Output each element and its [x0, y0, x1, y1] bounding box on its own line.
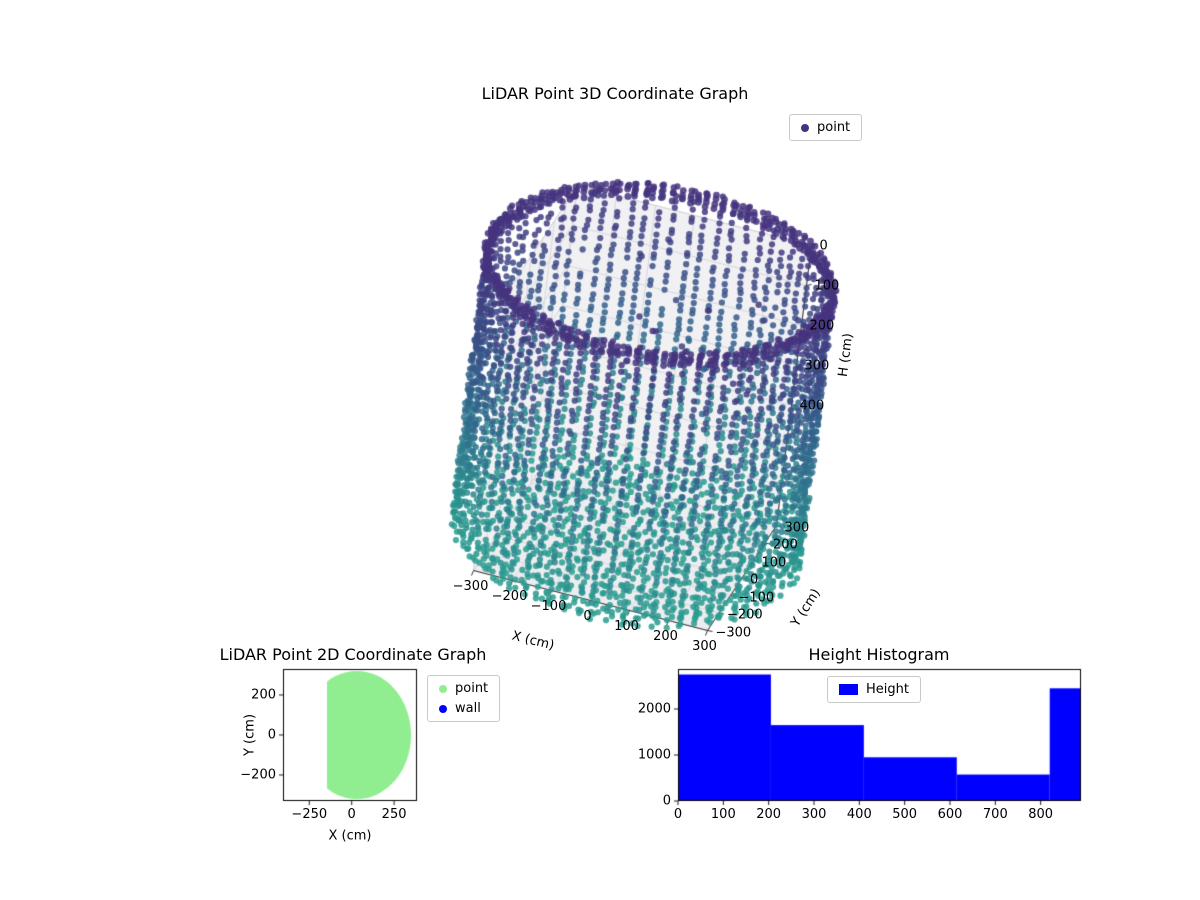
histogram-legend-height-label: Height	[866, 682, 909, 697]
plot3d-ytick-label: 100	[761, 555, 787, 570]
plot3d-xtick-label: −200	[491, 588, 528, 604]
plot2d-ytick-label: −200	[240, 767, 276, 783]
plot3d-legend-point-marker-icon	[801, 123, 809, 132]
histogram-xtick-label: 400	[846, 807, 872, 822]
plot2d-legend: point wall	[427, 675, 501, 722]
plot3d-legend: point	[789, 114, 863, 141]
histogram-ytick-label: 2000	[637, 701, 671, 717]
plot2d-ytick-label: 200	[251, 687, 276, 703]
plot3d-xtick-label: −300	[452, 578, 489, 594]
plot3d-ztick-label: 400	[799, 398, 825, 413]
plot3d-xtick-label: −100	[530, 598, 567, 614]
plot2d-legend-wall-label: wall	[455, 701, 481, 716]
plot3d-ytick-label: −300	[715, 625, 752, 640]
histogram-legend-height-marker-icon	[839, 684, 858, 695]
plot2d-xlabel: X (cm)	[328, 828, 372, 844]
histogram-xtick-label: 800	[1028, 807, 1054, 822]
plot3d-legend-point-label: point	[817, 120, 851, 135]
plot3d-ztick-label: 100	[814, 278, 840, 293]
plot2d-xtick-label: −250	[291, 807, 328, 822]
plot2d-ytick-label: 0	[267, 727, 276, 743]
plot3d-canvas	[380, 100, 920, 680]
histogram-xtick-label: 300	[801, 807, 827, 822]
plot3d-ytick-label: −100	[738, 590, 775, 605]
histogram-xtick-label: 100	[710, 807, 736, 822]
plot3d-xtick-label: 100	[614, 618, 639, 634]
plot2d-legend-wall-marker-icon	[439, 704, 447, 713]
plot3d-xtick-label: 200	[653, 628, 678, 644]
histogram-xtick-label: 700	[982, 807, 1008, 822]
plot2d-legend-point-label: point	[455, 681, 489, 696]
histogram-xtick-label: 500	[892, 807, 918, 822]
plot2d-ylabel: Y (cm)	[242, 713, 258, 757]
histogram-ytick-label: 1000	[637, 747, 671, 763]
plot2d-canvas	[275, 661, 425, 809]
plot3d-ztick-label: 200	[809, 318, 835, 333]
plot2d-xtick-label: 0	[347, 807, 356, 822]
plot3d-ytick-label: 300	[784, 520, 810, 535]
plot3d-xtick-label: 0	[583, 608, 592, 624]
histogram-xtick-label: 200	[756, 807, 782, 822]
plot3d-ytick-label: 0	[750, 572, 759, 588]
plot3d-title: LiDAR Point 3D Coordinate Graph	[481, 84, 749, 103]
plot2d-legend-wall-row: wall	[439, 701, 481, 716]
plot3d-ytick-label: 200	[773, 537, 798, 553]
plot2d-xtick-label: 250	[381, 807, 407, 822]
plot2d-legend-point-row: point	[439, 681, 488, 696]
plot2d-title: LiDAR Point 2D Coordinate Graph	[219, 645, 487, 664]
plot3d-ztick-label: 0	[819, 238, 828, 253]
plot3d-xtick-label: 300	[692, 638, 717, 654]
plot3d-ytick-label: −200	[727, 607, 763, 623]
histogram-xtick-label: 0	[673, 807, 683, 822]
histogram-title: Height Histogram	[808, 645, 950, 664]
histogram-xtick-label: 600	[937, 807, 963, 822]
plot3d-ztick-label: 300	[804, 358, 830, 373]
histogram-legend: Height	[827, 676, 921, 703]
plot2d-legend-point-marker-icon	[439, 684, 447, 693]
histogram-ytick-label: 0	[662, 793, 671, 809]
